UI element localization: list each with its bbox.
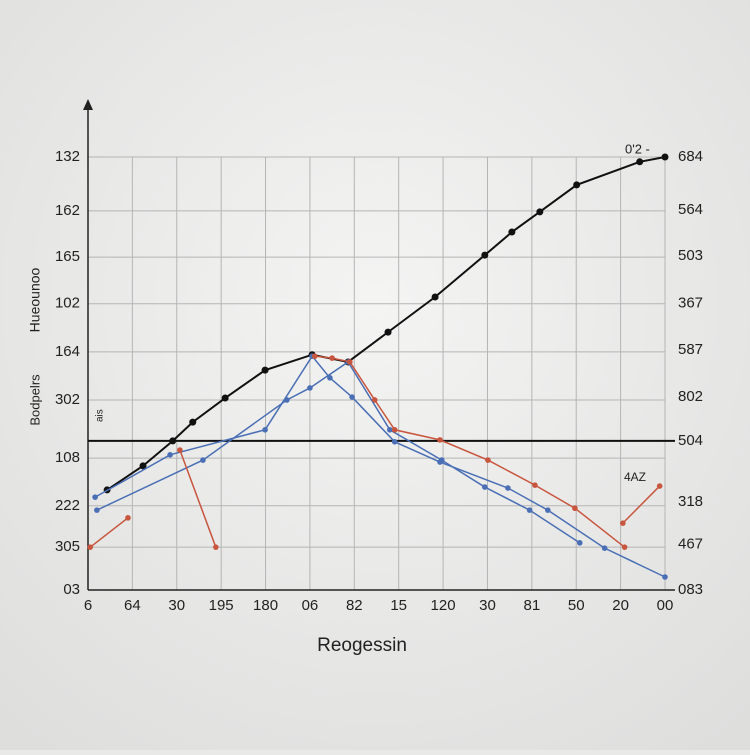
data-point xyxy=(92,494,98,500)
data-point xyxy=(189,418,197,426)
data-point xyxy=(329,355,335,361)
y-axis-label: Hueounoo xyxy=(27,267,43,332)
y2-tick-label: 318 xyxy=(678,493,703,510)
data-point xyxy=(177,447,183,453)
y-tick-label: 03 xyxy=(63,581,80,598)
data-point xyxy=(601,545,608,551)
x-tick-label: 00 xyxy=(657,597,674,614)
data-point xyxy=(167,452,173,458)
data-point xyxy=(636,158,644,166)
data-point xyxy=(481,251,489,259)
data-point xyxy=(536,208,544,216)
y2-tick-label: 802 xyxy=(678,388,703,405)
annotation: 0'2 - xyxy=(625,141,650,156)
annotation: Bodpelrs xyxy=(27,374,42,426)
axis-arrow xyxy=(83,99,93,110)
y-tick-label: 132 xyxy=(55,148,80,165)
x-tick-label: 50 xyxy=(568,597,585,614)
y-tick-label: 102 xyxy=(55,295,80,312)
data-point xyxy=(349,394,355,400)
data-point xyxy=(261,366,269,374)
data-point xyxy=(327,375,333,381)
y2-tick-label: 083 xyxy=(678,581,703,598)
data-point xyxy=(661,153,669,161)
data-point xyxy=(391,426,398,433)
x-tick-label: 6 xyxy=(84,597,92,614)
data-point xyxy=(312,353,318,359)
y2-tick-label: 504 xyxy=(678,432,703,449)
y2-tick-label: 684 xyxy=(678,148,703,165)
series-line xyxy=(89,355,661,548)
data-point xyxy=(576,540,583,546)
y2-tick-label: 503 xyxy=(678,247,703,264)
x-tick-label: 81 xyxy=(524,597,541,614)
series-line xyxy=(96,360,581,544)
annotation: 4AZ xyxy=(624,470,646,484)
data-point xyxy=(221,394,229,402)
y-tick-label: 108 xyxy=(55,449,80,466)
data-point xyxy=(262,426,268,433)
y2-tick-label: 467 xyxy=(678,536,703,553)
data-point xyxy=(387,426,393,433)
y-tick-label: 165 xyxy=(55,248,80,265)
annotation: ais xyxy=(95,409,106,422)
y-tick-label: 162 xyxy=(55,202,80,219)
data-point xyxy=(621,544,628,550)
data-point xyxy=(572,505,578,512)
data-point xyxy=(481,484,488,490)
data-point xyxy=(573,181,581,189)
x-tick-label: 120 xyxy=(431,597,456,614)
data-point xyxy=(200,457,206,463)
data-point xyxy=(620,520,626,526)
data-point xyxy=(526,507,533,513)
x-axis-label: Reogessin xyxy=(317,635,407,656)
data-point xyxy=(347,359,353,365)
x-tick-label: 20 xyxy=(612,597,629,614)
x-tick-label: 30 xyxy=(168,597,185,614)
y-tick-label: 164 xyxy=(55,343,80,360)
data-point xyxy=(94,507,100,513)
data-point xyxy=(284,397,290,403)
data-point xyxy=(508,228,516,236)
data-point xyxy=(213,544,219,550)
y-tick-label: 305 xyxy=(55,538,80,555)
x-tick-label: 15 xyxy=(390,597,407,614)
series-line xyxy=(106,156,666,491)
data-point xyxy=(485,457,491,463)
data-point xyxy=(431,293,439,301)
data-point xyxy=(505,485,511,491)
data-point xyxy=(125,515,131,521)
x-tick-label: 64 xyxy=(124,597,141,614)
data-point xyxy=(384,328,392,336)
x-tick-label: 06 xyxy=(302,597,319,614)
data-point xyxy=(139,462,147,470)
x-tick-label: 30 xyxy=(479,597,496,614)
y2-tick-label: 564 xyxy=(678,201,703,218)
series-line xyxy=(94,354,666,578)
data-point xyxy=(438,457,445,463)
x-tick-label: 82 xyxy=(346,597,363,614)
data-point xyxy=(87,544,94,550)
data-point xyxy=(169,437,177,445)
y2-tick-label: 367 xyxy=(678,295,703,312)
y-tick-label: 222 xyxy=(55,497,80,514)
data-point xyxy=(307,385,313,391)
y2-tick-label: 587 xyxy=(678,341,703,358)
data-point xyxy=(532,482,538,488)
data-point xyxy=(391,439,398,445)
data-point xyxy=(662,574,668,580)
x-tick-label: 195 xyxy=(209,597,234,614)
data-point xyxy=(371,397,378,403)
x-tick-label: 180 xyxy=(253,597,278,614)
y-tick-label: 302 xyxy=(55,391,80,408)
data-point xyxy=(656,483,663,489)
data-point xyxy=(545,507,551,513)
data-point xyxy=(437,437,443,443)
